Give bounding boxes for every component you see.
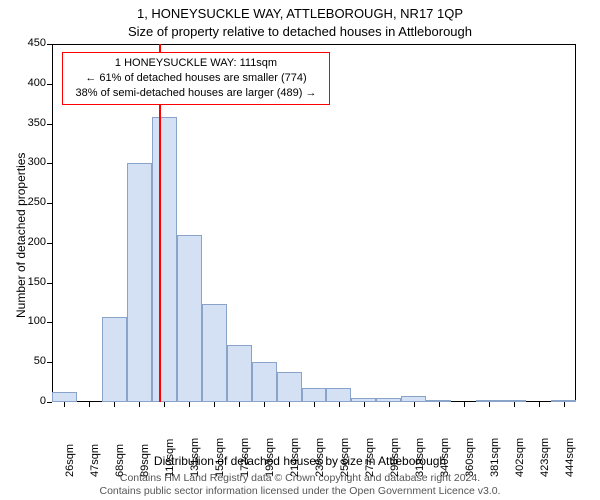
histogram-bar xyxy=(52,392,77,402)
histogram-bar xyxy=(152,117,177,402)
x-tick-label: 423sqm xyxy=(539,433,551,477)
y-tick-label: 100 xyxy=(18,315,46,327)
chart-title: 1, HONEYSUCKLE WAY, ATTLEBOROUGH, NR17 1… xyxy=(0,0,600,22)
x-tick-mark xyxy=(214,402,215,407)
y-tick-mark xyxy=(47,163,52,164)
x-tick-label: 402sqm xyxy=(514,433,526,477)
x-tick-label: 193sqm xyxy=(264,433,276,477)
x-tick-mark xyxy=(114,402,115,407)
histogram-bar xyxy=(302,388,327,402)
footer-line2: Contains public sector information licen… xyxy=(100,485,501,497)
x-tick-mark xyxy=(489,402,490,407)
x-tick-label: 298sqm xyxy=(389,433,401,477)
x-tick-mark xyxy=(389,402,390,407)
annotation-box: 1 HONEYSUCKLE WAY: 111sqm← 61% of detach… xyxy=(62,52,330,105)
x-tick-label: 68sqm xyxy=(114,433,126,477)
y-tick-mark xyxy=(47,84,52,85)
y-tick-mark xyxy=(47,243,52,244)
y-tick-mark xyxy=(47,283,52,284)
y-tick-mark xyxy=(47,402,52,403)
x-tick-mark xyxy=(364,402,365,407)
x-tick-mark xyxy=(239,402,240,407)
x-tick-mark xyxy=(189,402,190,407)
y-tick-label: 50 xyxy=(18,355,46,367)
y-tick-label: 0 xyxy=(18,395,46,407)
x-tick-mark xyxy=(264,402,265,407)
y-tick-mark xyxy=(47,44,52,45)
x-tick-label: 89sqm xyxy=(139,433,151,477)
annotation-line: ← 61% of detached houses are smaller (77… xyxy=(69,71,323,86)
annotation-line: 1 HONEYSUCKLE WAY: 111sqm xyxy=(69,56,323,71)
x-tick-label: 277sqm xyxy=(364,433,376,477)
chart-subtitle: Size of property relative to detached ho… xyxy=(0,22,600,44)
x-tick-mark xyxy=(64,402,65,407)
x-tick-mark xyxy=(564,402,565,407)
x-tick-label: 360sqm xyxy=(464,433,476,477)
histogram-bar xyxy=(227,345,252,402)
annotation-line: 38% of semi-detached houses are larger (… xyxy=(69,86,323,101)
x-tick-label: 381sqm xyxy=(489,433,501,477)
y-tick-mark xyxy=(47,203,52,204)
histogram-bar xyxy=(252,362,277,402)
y-tick-label: 200 xyxy=(18,236,46,248)
histogram-bar xyxy=(277,372,302,402)
x-tick-label: 110sqm xyxy=(164,433,176,477)
x-tick-mark xyxy=(514,402,515,407)
x-tick-label: 256sqm xyxy=(339,433,351,477)
x-tick-label: 151sqm xyxy=(214,433,226,477)
x-tick-label: 214sqm xyxy=(289,433,301,477)
x-tick-mark xyxy=(89,402,90,407)
x-tick-mark xyxy=(414,402,415,407)
y-tick-label: 300 xyxy=(18,156,46,168)
histogram-bar xyxy=(326,388,351,402)
histogram-bar xyxy=(102,317,127,402)
x-tick-mark xyxy=(164,402,165,407)
y-tick-label: 350 xyxy=(18,117,46,129)
x-tick-mark xyxy=(289,402,290,407)
x-tick-mark xyxy=(439,402,440,407)
x-tick-mark xyxy=(314,402,315,407)
histogram-bar xyxy=(177,235,202,402)
y-tick-label: 450 xyxy=(18,37,46,49)
y-tick-mark xyxy=(47,362,52,363)
x-tick-mark xyxy=(139,402,140,407)
x-tick-label: 172sqm xyxy=(239,433,251,477)
x-tick-mark xyxy=(339,402,340,407)
y-tick-label: 400 xyxy=(18,77,46,89)
y-tick-mark xyxy=(47,322,52,323)
chart-container: 1, HONEYSUCKLE WAY, ATTLEBOROUGH, NR17 1… xyxy=(0,0,600,500)
y-tick-label: 150 xyxy=(18,276,46,288)
y-tick-mark xyxy=(47,124,52,125)
x-tick-label: 131sqm xyxy=(189,433,201,477)
y-tick-label: 250 xyxy=(18,196,46,208)
x-tick-label: 340sqm xyxy=(439,433,451,477)
x-tick-label: 319sqm xyxy=(414,433,426,477)
x-tick-label: 444sqm xyxy=(564,433,576,477)
x-tick-mark xyxy=(539,402,540,407)
x-tick-mark xyxy=(464,402,465,407)
x-tick-label: 26sqm xyxy=(64,433,76,477)
x-tick-label: 47sqm xyxy=(89,433,101,477)
histogram-bar xyxy=(127,163,152,402)
x-tick-label: 235sqm xyxy=(314,433,326,477)
histogram-bar xyxy=(202,304,227,402)
